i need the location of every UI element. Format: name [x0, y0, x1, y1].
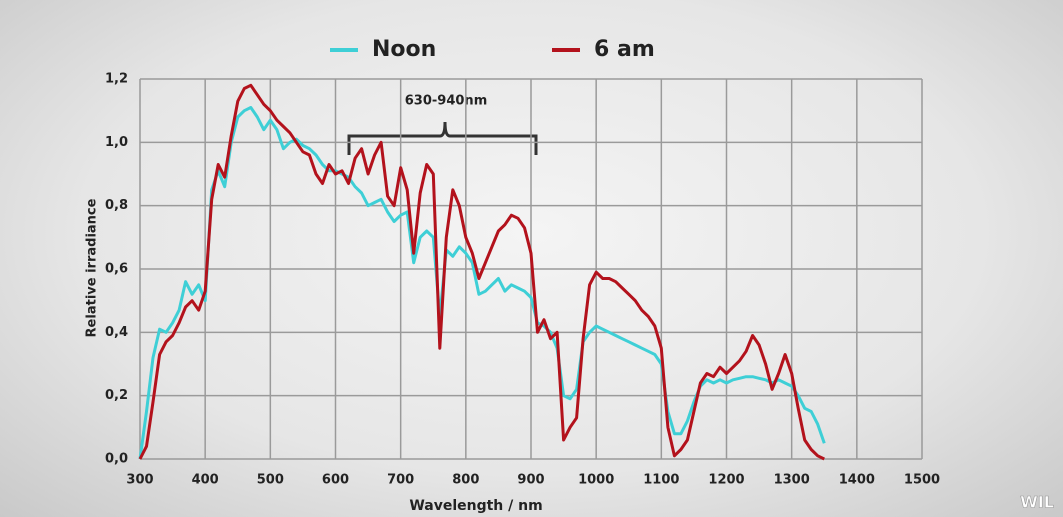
x-tick-label: 600 [322, 473, 349, 488]
x-tick-label: 1300 [774, 473, 810, 488]
series-line [138, 83, 825, 461]
y-tick-label: 0,4 [105, 325, 128, 340]
y-tick-label: 0,6 [105, 262, 128, 277]
x-tick-label: 300 [126, 473, 153, 488]
x-axis-label: Wavelength / nm [409, 498, 542, 514]
x-tick-label: 1400 [839, 473, 875, 488]
annotation-bracket [347, 121, 538, 155]
legend-label: Noon [372, 37, 436, 62]
x-tick-label: 400 [192, 473, 219, 488]
watermark: WIL [1020, 493, 1054, 512]
y-tick-label: 0,2 [105, 388, 128, 403]
x-tick-label: 1100 [643, 473, 679, 488]
legend-label: 6 am [594, 37, 655, 62]
x-tick-label: 1000 [578, 473, 614, 488]
x-tick-label: 1200 [708, 473, 744, 488]
y-tick-label: 1,0 [105, 135, 128, 150]
x-tick-label: 900 [517, 473, 544, 488]
x-tick-label: 800 [452, 473, 479, 488]
y-tick-label: 1,2 [105, 72, 128, 87]
x-tick-label: 500 [257, 473, 284, 488]
annotation: 630-940nm [405, 94, 487, 109]
y-tick-label: 0,0 [105, 452, 128, 467]
y-tick-label: 0,8 [105, 198, 128, 213]
x-tick-label: 700 [387, 473, 414, 488]
y-axis-label: Relative irradiance [85, 198, 100, 337]
series-line [138, 106, 826, 460]
x-tick-label: 1500 [904, 473, 940, 488]
